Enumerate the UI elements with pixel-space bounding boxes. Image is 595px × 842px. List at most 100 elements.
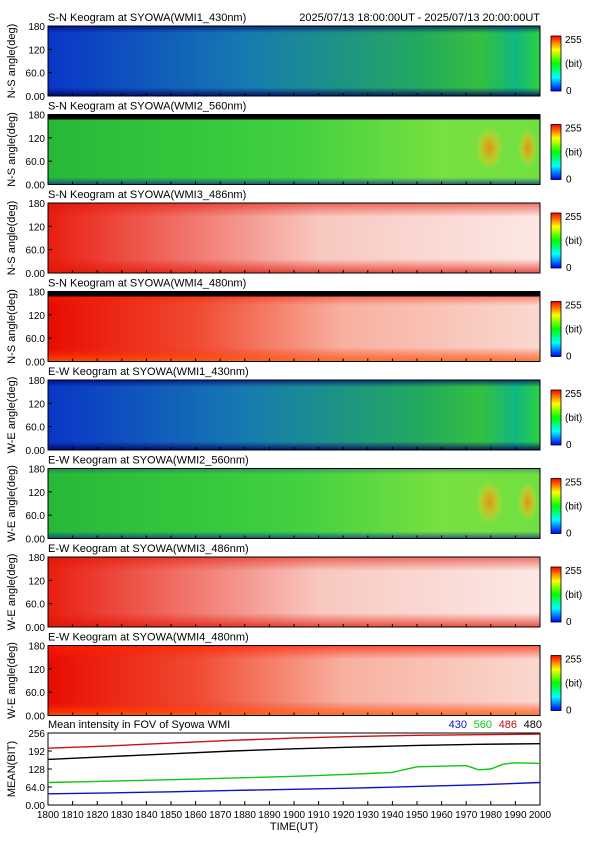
colorbar-unit-label: (bit) bbox=[565, 590, 582, 601]
colorbar-unit-label: (bit) bbox=[565, 59, 582, 70]
keogram-bright-patch bbox=[517, 128, 538, 169]
colorbar-unit-label: (bit) bbox=[565, 148, 582, 159]
xtick-label: 1840 bbox=[135, 810, 158, 821]
xtick-label: 1940 bbox=[381, 810, 404, 821]
colorbar-max-label: 255 bbox=[565, 212, 582, 223]
keogram-ytick-label: 0.00 bbox=[26, 623, 46, 634]
colorbar-max-label: 255 bbox=[565, 478, 582, 489]
colorbar: 255 (bit) 0 bbox=[550, 478, 582, 540]
series-line-560 bbox=[47, 762, 541, 784]
keogram-ytick-label: 60.0 bbox=[26, 511, 46, 522]
keogram-panel: S-N Keogram at SYOWA(WMI1_430nm) 2025/07/… bbox=[6, 12, 582, 103]
keogram-ytick-label: 0.00 bbox=[26, 358, 46, 369]
colorbar-min-label: 0 bbox=[566, 86, 572, 97]
colorbar-max-label: 255 bbox=[565, 124, 582, 135]
colorbar-min-label: 0 bbox=[566, 352, 572, 363]
series-line-486 bbox=[47, 733, 541, 749]
keogram-ytick-label: 120 bbox=[28, 576, 45, 587]
xtick-label: 1990 bbox=[504, 810, 527, 821]
chart-title: Mean intensity in FOV of Syowa WMI bbox=[48, 719, 230, 731]
legend-entry: 486 bbox=[499, 719, 517, 731]
keogram-ytick-label: 60.0 bbox=[26, 423, 46, 434]
x-axis-label: TIME(UT) bbox=[270, 821, 318, 833]
colorbar: 255 (bit) 0 bbox=[550, 35, 582, 97]
keogram-ytick-label: 60.0 bbox=[26, 157, 46, 168]
colorbar-min-label: 0 bbox=[566, 529, 572, 540]
colorbar-max-label: 255 bbox=[565, 389, 582, 400]
keogram-ytick-label: 120 bbox=[28, 665, 45, 676]
keogram-title: S-N Keogram at SYOWA(WMI2_560nm) bbox=[48, 101, 246, 113]
keogram-edge-shading bbox=[48, 203, 540, 273]
colorbar: 255 (bit) 0 bbox=[550, 389, 582, 451]
keogram-edge-shading bbox=[48, 468, 540, 539]
xtick-label: 1930 bbox=[357, 810, 380, 821]
ytick-label: 64.0 bbox=[26, 783, 46, 794]
colorbar-min-label: 0 bbox=[566, 617, 572, 628]
keogram-panel: E-W Keogram at SYOWA(WMI2_560nm)180 120 60… bbox=[6, 455, 582, 546]
keogram-ytick-label: 0.00 bbox=[26, 446, 46, 457]
colorbar-max-label: 255 bbox=[565, 301, 582, 312]
keogram-ytick-label: 0.00 bbox=[26, 181, 46, 192]
colorbar-unit-label: (bit) bbox=[565, 679, 582, 690]
keogram-ytick-label: 120 bbox=[28, 399, 45, 410]
keogram-ytick-label: 180 bbox=[28, 642, 45, 653]
keogram-edge-shading bbox=[48, 291, 540, 362]
colorbar: 255 (bit) 0 bbox=[550, 655, 582, 717]
keogram-ylabel: W-E angle(deg) bbox=[6, 465, 18, 542]
colorbar-unit-label: (bit) bbox=[565, 502, 582, 513]
keogram-ytick-label: 180 bbox=[28, 22, 45, 33]
keogram-ytick-label: 180 bbox=[28, 376, 45, 387]
plot-frame bbox=[47, 732, 541, 806]
keogram-title: E-W Keogram at SYOWA(WMI2_560nm) bbox=[48, 455, 249, 467]
keogram-ytick-label: 180 bbox=[28, 111, 45, 122]
keogram-ytick-label: 120 bbox=[28, 45, 45, 56]
keogram-title: E-W Keogram at SYOWA(WMI1_430nm) bbox=[48, 366, 249, 378]
xtick-label: 1870 bbox=[209, 810, 232, 821]
keogram-ylabel: W-E angle(deg) bbox=[6, 377, 18, 454]
keogram-ylabel: W-E angle(deg) bbox=[6, 554, 18, 631]
colorbar: 255 (bit) 0 bbox=[550, 301, 582, 363]
keogram-edge-shading bbox=[48, 114, 540, 185]
colorbar-unit-label: (bit) bbox=[565, 236, 582, 247]
xtick-label: 1950 bbox=[406, 810, 429, 821]
y-axis-label: MEAN(BIT) bbox=[6, 741, 18, 797]
xtick-label: 1850 bbox=[160, 810, 183, 821]
xtick-label: 1800 bbox=[37, 810, 60, 821]
colorbar-min-label: 0 bbox=[566, 175, 572, 186]
xtick-label: 2000 bbox=[529, 810, 552, 821]
colorbar-max-label: 255 bbox=[565, 566, 582, 577]
keogram-panel: E-W Keogram at SYOWA(WMI1_430nm)180 120 60… bbox=[6, 366, 582, 457]
colorbar-scale bbox=[550, 212, 562, 269]
colorbar-scale bbox=[550, 124, 562, 180]
keogram-ylabel: N-S angle(deg) bbox=[6, 289, 18, 364]
keogram-ytick-label: 120 bbox=[28, 311, 45, 322]
keogram-ylabel: N-S angle(deg) bbox=[6, 201, 18, 276]
time-range-header: 2025/07/13 18:00:00UT - 2025/07/13 20:00… bbox=[299, 12, 540, 24]
xtick-label: 1960 bbox=[430, 810, 453, 821]
keogram-ytick-label: 0.00 bbox=[26, 269, 46, 280]
keogram-ytick-label: 60.0 bbox=[26, 688, 46, 699]
keogram-panel: E-W Keogram at SYOWA(WMI3_486nm)180 120 60… bbox=[6, 543, 582, 634]
keogram-ytick-label: 0.00 bbox=[26, 535, 46, 546]
colorbar-min-label: 0 bbox=[566, 263, 572, 274]
keogram-panel: S-N Keogram at SYOWA(WMI3_486nm)180 120 60… bbox=[6, 189, 582, 280]
keogram-ylabel: N-S angle(deg) bbox=[6, 24, 18, 99]
keogram-edge-shading bbox=[48, 26, 540, 96]
xtick-label: 1900 bbox=[283, 810, 306, 821]
keogram-edge-shading bbox=[48, 557, 540, 627]
keogram-panel: E-W Keogram at SYOWA(WMI4_480nm)180 120 60… bbox=[6, 632, 582, 723]
colorbar: 255 (bit) 0 bbox=[550, 212, 582, 274]
keogram-title: E-W Keogram at SYOWA(WMI4_480nm) bbox=[48, 632, 249, 644]
xtick-label: 1980 bbox=[480, 810, 503, 821]
legend-entry: 560 bbox=[474, 719, 492, 731]
legend-entry: 480 bbox=[524, 719, 542, 731]
xtick-label: 1970 bbox=[455, 810, 478, 821]
keogram-ytick-label: 60.0 bbox=[26, 246, 46, 257]
keogram-bright-patch bbox=[475, 480, 504, 525]
keogram-ytick-label: 60.0 bbox=[26, 334, 46, 345]
colorbar-scale bbox=[550, 478, 562, 534]
keogram-ytick-label: 180 bbox=[28, 553, 45, 564]
keogram-data-gap bbox=[48, 114, 540, 120]
colorbar-max-label: 255 bbox=[565, 35, 582, 46]
keogram-ytick-label: 60.0 bbox=[26, 69, 46, 80]
